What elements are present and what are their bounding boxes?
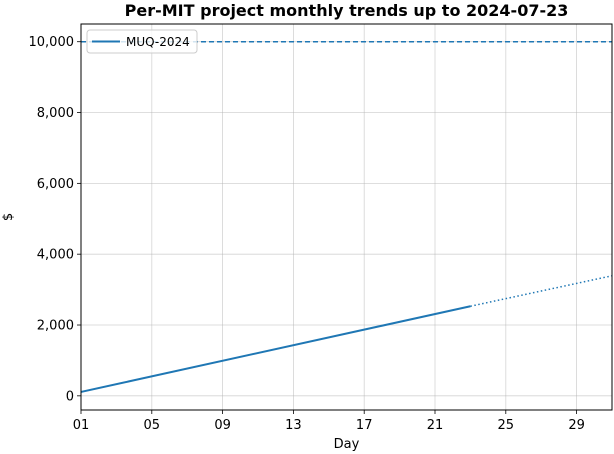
x-axis-label: Day bbox=[334, 437, 360, 452]
actual-spend-line bbox=[80, 305, 471, 393]
gridlines bbox=[80, 24, 612, 410]
series-layer bbox=[80, 40, 613, 393]
legend: MUQ-2024 bbox=[86, 29, 198, 54]
x-axis: 01 05 09 13 17 21 25 29 bbox=[73, 410, 585, 433]
y-tick-label: 8,000 bbox=[37, 106, 74, 121]
x-tick-label: 09 bbox=[214, 418, 231, 433]
legend-label: MUQ-2024 bbox=[126, 35, 190, 49]
x-tick-label: 13 bbox=[285, 418, 302, 433]
x-tick-label: 29 bbox=[568, 418, 585, 433]
x-tick-label: 17 bbox=[356, 418, 373, 433]
legend-box bbox=[86, 29, 198, 54]
y-tick-label: 2,000 bbox=[37, 319, 74, 334]
y-tick-label: 10,000 bbox=[29, 35, 75, 50]
y-axis-label: $ bbox=[1, 213, 16, 221]
plot-frame bbox=[80, 23, 613, 411]
y-tick-label: 6,000 bbox=[37, 177, 74, 192]
x-tick-label: 21 bbox=[427, 418, 444, 433]
y-tick-label: 4,000 bbox=[37, 248, 74, 263]
x-tick-label: 05 bbox=[144, 418, 161, 433]
projection-line bbox=[470, 275, 613, 307]
x-tick-label: 25 bbox=[498, 418, 515, 433]
y-tick-label: 0 bbox=[66, 389, 74, 404]
y-axis: 0 2,000 4,000 6,000 8,000 10,000 bbox=[29, 35, 81, 404]
x-tick-label: 01 bbox=[73, 418, 90, 433]
chart-title: Per-MIT project monthly trends up to 202… bbox=[125, 1, 569, 20]
